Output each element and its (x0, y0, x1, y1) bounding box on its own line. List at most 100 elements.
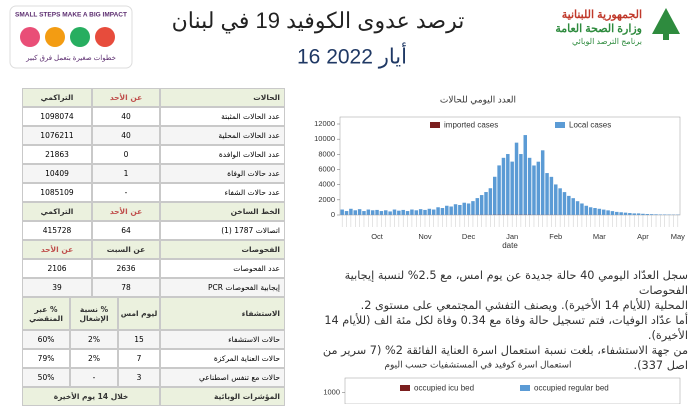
logo-line: برنامج الترصد الوبائي (572, 37, 642, 46)
bar (462, 203, 465, 215)
text-line: سجل العدّاد اليومي 40 حالة جديدة عن يوم … (298, 268, 688, 298)
header-cell: الخط الساخن (160, 202, 285, 221)
bar (619, 212, 622, 215)
cell: 10409 (22, 164, 92, 183)
bar (545, 173, 548, 215)
cell: عدد الحالات المثبتة (160, 107, 285, 126)
x-axis-label: date (502, 241, 518, 250)
cell: 1098074 (22, 107, 92, 126)
bar (537, 162, 540, 215)
legend-label: imported cases (444, 121, 498, 130)
y-tick-label: 8000 (318, 149, 335, 158)
bar (541, 150, 544, 214)
cell: 2% (70, 330, 118, 349)
bar (380, 211, 383, 215)
cell: اتصالات 1787 (1) (160, 221, 285, 240)
cell: 50% (22, 368, 70, 387)
bar (467, 203, 470, 214)
cell: حالات مع تنفس اصطناعي (160, 368, 285, 387)
header-cell: التراكمي (22, 88, 92, 107)
bar (641, 214, 644, 215)
cell: عدد الحالات المحلية (160, 126, 285, 145)
bar (458, 205, 461, 215)
header-cell: عن الأحد (92, 202, 160, 221)
bar (484, 192, 487, 215)
bar (493, 177, 496, 215)
cell: 15 (118, 330, 160, 349)
text-line: من جهة الاستشفاء، بلغت نسبة استعمال اسرة… (298, 343, 688, 373)
cell: 1 (92, 164, 160, 183)
bar (576, 201, 579, 215)
bar (589, 207, 592, 215)
x-tick-label: Nov (418, 232, 432, 241)
bar (598, 209, 601, 215)
bar (554, 184, 557, 214)
bar (632, 213, 635, 215)
logo-icon (70, 27, 90, 47)
y-tick-label: 6000 (318, 164, 335, 173)
bar (628, 213, 631, 215)
bar (432, 210, 435, 215)
bar (367, 210, 370, 215)
cell: 2636 (92, 259, 160, 278)
legend-label: occupied icu bed (414, 384, 474, 393)
bar (489, 188, 492, 215)
cell: 2% (70, 349, 118, 368)
x-tick-label: Dec (462, 232, 476, 241)
bar (615, 212, 618, 215)
cell: حالات الاستشفاء (160, 330, 285, 349)
bar (611, 211, 614, 215)
text-line: أما عدّاد الوفيات، فتم تسجيل حالة وفاة م… (298, 313, 688, 343)
bar (497, 165, 500, 214)
y-tick-label: 4000 (318, 180, 335, 189)
bar (506, 154, 509, 215)
bar (567, 196, 570, 215)
bar (476, 198, 479, 215)
cell: - (92, 183, 160, 202)
bar (371, 210, 374, 215)
cell: عدد حالات الشفاء (160, 183, 285, 202)
bar (606, 210, 609, 215)
bar (436, 207, 439, 215)
cedar-trunk (663, 34, 669, 40)
legend-swatch (400, 385, 410, 391)
logo-arabic: خطوات صغيرة بتعمل فرق كبير (25, 54, 116, 62)
bar (415, 210, 418, 215)
logo-line: الجمهورية اللبنانية (562, 9, 642, 21)
bar (393, 210, 396, 215)
bar (358, 209, 361, 215)
bar (449, 207, 452, 215)
bar (340, 210, 343, 215)
bar (510, 162, 513, 215)
header-cell: عن الأحد (92, 88, 160, 107)
bar (419, 209, 422, 215)
header-cell: خلال 14 يوم الأخيرة (22, 387, 160, 406)
header-cell: % عبر المنقضي (22, 297, 70, 330)
bar (563, 192, 566, 215)
legend-label: occupied regular bed (534, 384, 609, 393)
y-tick-label: 10000 (314, 134, 335, 143)
bar (406, 211, 409, 215)
cell: حالات العناية المركزة (160, 349, 285, 368)
bar (524, 135, 527, 215)
legend-swatch (555, 122, 565, 128)
cell: إيجابية الفحوصات PCR (160, 278, 285, 297)
cell: 2106 (22, 259, 92, 278)
legend-label: Local cases (569, 121, 611, 130)
bar (454, 204, 457, 215)
cell: عدد الفحوصات (160, 259, 285, 278)
bar (624, 213, 627, 215)
cell: 0 (92, 145, 160, 164)
bar (558, 188, 561, 215)
bar (528, 158, 531, 215)
bar (375, 210, 378, 215)
header-cell: عن الأحد (22, 240, 92, 259)
page-title: ترصد عدوى الكوفيد 19 في لبنان (172, 8, 465, 34)
